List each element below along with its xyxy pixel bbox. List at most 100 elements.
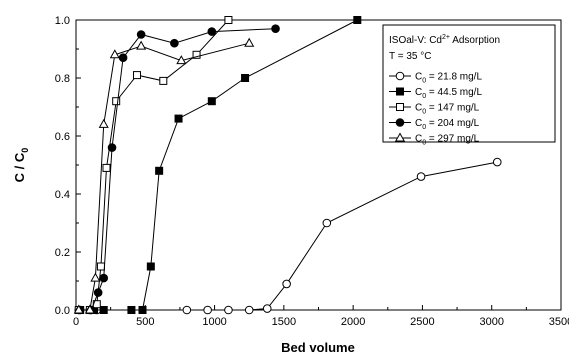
legend-marker — [396, 87, 404, 96]
series-1-point — [244, 305, 254, 315]
x-tick-label: 3000 — [479, 316, 503, 328]
y-axis-title-main: C / C — [12, 152, 27, 182]
y-tick-label: 1.0 — [55, 15, 70, 27]
series-4-point — [118, 53, 128, 63]
series-2-point — [99, 306, 108, 314]
y-axis-title-subscript: 0 — [20, 148, 30, 153]
legend-header-1: ISOal-V: Cd2+ Adsorption — [389, 34, 500, 46]
y-tick-label: 0.4 — [55, 189, 70, 201]
x-tick-label: 0 — [73, 316, 79, 328]
y-tick-label: 0.6 — [55, 131, 70, 143]
legend-label-subscript: 0 — [422, 124, 426, 131]
series-1-point — [262, 304, 272, 313]
series-5-point — [136, 40, 147, 50]
legend-label-subscript: 0 — [422, 93, 426, 100]
y-axis-ticks: 0.0 0.2 0.4 0.6 0.8 1.0 — [55, 15, 81, 317]
series-4-point — [271, 24, 280, 34]
series-1-point — [492, 157, 502, 167]
legend-header-1-prefix: ISOal-V: Cd — [389, 35, 442, 46]
x-tick-label: 3500 — [549, 316, 569, 328]
series-5-point — [90, 272, 101, 282]
legend-label-subscript: 0 — [422, 78, 426, 85]
legend-label-suffix: = 147 mg/L — [426, 103, 480, 114]
series-4-point — [93, 288, 103, 297]
series-1-point — [203, 305, 212, 315]
legend-label-prefix: C — [415, 87, 422, 98]
series-5-point — [244, 37, 255, 47]
series-2-point — [127, 306, 136, 314]
legend-label: C0 = 204 mg/L — [415, 118, 480, 131]
series-layer — [73, 16, 502, 315]
series-5-point — [73, 304, 84, 314]
series-5-point — [176, 55, 187, 65]
x-axis-ticks: 0 500 1000 1500 2000 2500 3000 3500 — [73, 305, 569, 328]
x-axis-title: Bed volume — [281, 340, 355, 355]
legend-label-subscript: 0 — [422, 109, 426, 116]
series-3-point — [112, 97, 121, 106]
series-4-point — [107, 143, 117, 152]
series-2-point — [138, 306, 147, 314]
series-5-point — [109, 49, 120, 59]
legend-label: C0 = 147 mg/L — [415, 103, 480, 116]
y-tick-label: 0.0 — [55, 305, 70, 317]
y-tick-label: 0.2 — [55, 247, 70, 259]
series-1 — [74, 157, 502, 315]
series-2-point — [155, 166, 164, 175]
legend-item-4: C0 = 204 mg/L — [389, 118, 480, 131]
x-tick-label: 500 — [136, 316, 154, 328]
series-2-point — [174, 114, 183, 123]
series-1-point — [322, 218, 332, 228]
series-3-point — [132, 71, 141, 80]
y-tick-label: 0.8 — [55, 73, 70, 85]
series-3-point — [102, 163, 111, 172]
legend-header-2: T = 35 °C — [389, 51, 431, 62]
x-tick-label: 1000 — [202, 316, 226, 328]
series-2-point — [146, 262, 155, 271]
series-3-point — [192, 50, 201, 59]
series-4-line — [80, 28, 276, 311]
legend: ISOal-V: Cd2+ Adsorption T = 35 °C C0 = … — [382, 24, 556, 147]
series-3-point — [159, 76, 168, 85]
legend-label-suffix: = 297 mg/L — [426, 134, 480, 145]
series-5-point — [84, 304, 95, 314]
legend-marker — [395, 118, 405, 127]
legend-label-subscript: 0 — [422, 140, 426, 147]
legend-marker — [394, 132, 406, 142]
series-1-point — [282, 279, 291, 289]
legend-marker — [396, 103, 404, 111]
series-2-point — [207, 97, 216, 106]
legend-label-prefix: C — [415, 134, 422, 145]
legend-item-3: C0 = 147 mg/L — [389, 103, 480, 116]
legend-label-suffix: = 21.8 mg/L — [426, 72, 482, 83]
legend-label-prefix: C — [415, 103, 422, 114]
legend-box — [382, 24, 556, 143]
series-5-line — [78, 42, 250, 311]
series-4-point — [136, 30, 146, 39]
legend-header-1-suffix: Adsorption — [450, 35, 500, 46]
legend-marker — [395, 71, 405, 81]
x-tick-label: 1500 — [272, 316, 296, 328]
series-4-point — [99, 273, 109, 283]
legend-header-1-superscript: 2+ — [442, 34, 450, 41]
legend-item-5: C0 = 297 mg/L — [389, 132, 480, 147]
legend-items: C0 = 21.8 mg/LC0 = 44.5 mg/LC0 = 147 mg/… — [389, 72, 482, 147]
series-3-point — [96, 262, 105, 271]
series-4-point — [207, 27, 217, 36]
legend-label-prefix: C — [415, 118, 422, 129]
series-4-point — [170, 38, 179, 48]
x-tick-label: 2000 — [341, 316, 365, 328]
legend-item-1: C0 = 21.8 mg/L — [389, 72, 482, 85]
legend-label: C0 = 297 mg/L — [415, 134, 480, 147]
series-5 — [73, 37, 255, 314]
legend-label-suffix: = 204 mg/L — [426, 118, 480, 129]
series-3-point — [224, 16, 233, 24]
series-1-point — [182, 305, 192, 315]
series-1-point — [224, 305, 233, 315]
legend-label: C0 = 44.5 mg/L — [415, 87, 482, 100]
legend-label-prefix: C — [415, 72, 422, 83]
x-tick-label: 2500 — [410, 316, 434, 328]
series-2 — [76, 16, 362, 314]
series-2-point — [241, 74, 250, 82]
legend-label: C0 = 21.8 mg/L — [415, 72, 482, 85]
